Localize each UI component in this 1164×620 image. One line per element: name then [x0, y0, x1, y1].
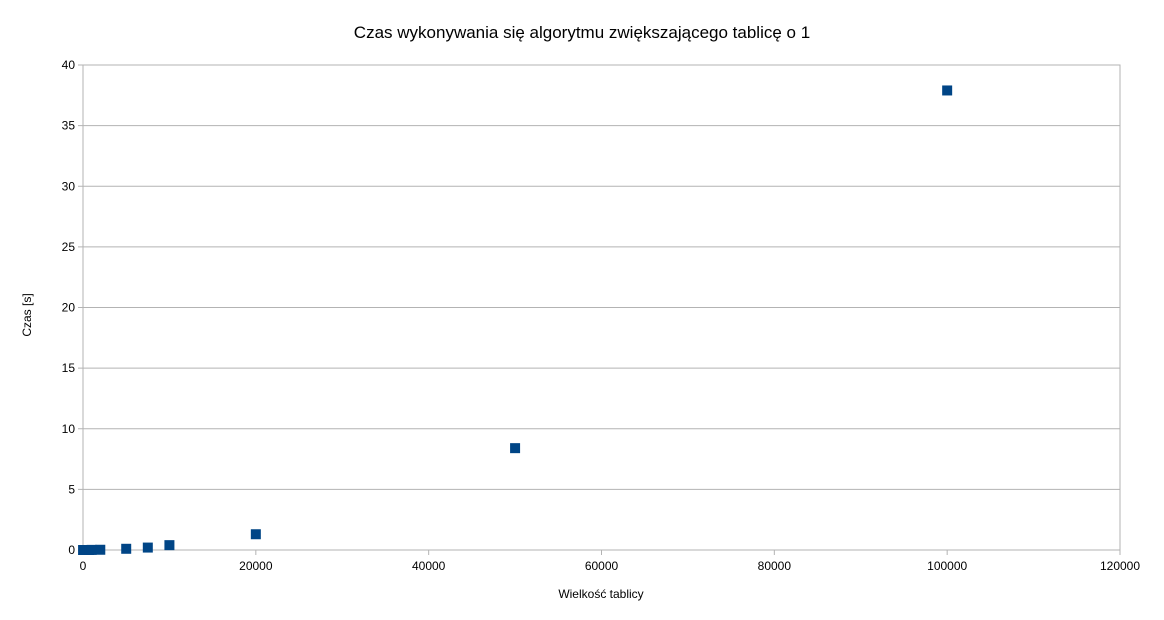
- x-tick-label: 120000: [1100, 559, 1140, 573]
- y-tick-label: 10: [62, 422, 76, 436]
- data-points: [78, 85, 953, 555]
- data-point: [86, 544, 97, 555]
- y-tick-labels: 0 5 10 15 20 25 30 35 40: [62, 58, 76, 557]
- x-tick-labels: 0 20000 40000 60000 80000 100000 120000: [80, 559, 1141, 573]
- plot-area-border: [82, 64, 1121, 551]
- y-tick-label: 40: [62, 58, 76, 72]
- y-tick-label: 0: [68, 543, 75, 557]
- x-tick-label: 60000: [585, 559, 619, 573]
- y-tick-label: 30: [62, 179, 76, 193]
- data-point: [121, 543, 132, 554]
- data-point: [164, 540, 175, 551]
- data-point: [250, 529, 261, 540]
- y-tick-label: 35: [62, 119, 76, 133]
- y-tick-label: 5: [68, 482, 75, 496]
- y-axis-label: Czas [s]: [20, 293, 34, 336]
- data-point: [95, 544, 106, 555]
- chart-title: Czas wykonywania się algorytmu zwiększaj…: [354, 23, 810, 42]
- x-tick-label: 80000: [758, 559, 792, 573]
- grid-lines: [78, 64, 1121, 555]
- y-tick-label: 15: [62, 361, 76, 375]
- x-tick-label: 100000: [927, 559, 967, 573]
- data-point: [510, 443, 521, 454]
- x-tick-label: 40000: [412, 559, 446, 573]
- x-tick-label: 20000: [239, 559, 273, 573]
- y-tick-label: 25: [62, 240, 76, 254]
- data-point: [142, 542, 153, 553]
- y-tick-label: 20: [62, 301, 76, 315]
- x-tick-label: 0: [80, 559, 87, 573]
- data-point: [942, 85, 953, 96]
- x-axis-label: Wielkość tablicy: [558, 587, 643, 601]
